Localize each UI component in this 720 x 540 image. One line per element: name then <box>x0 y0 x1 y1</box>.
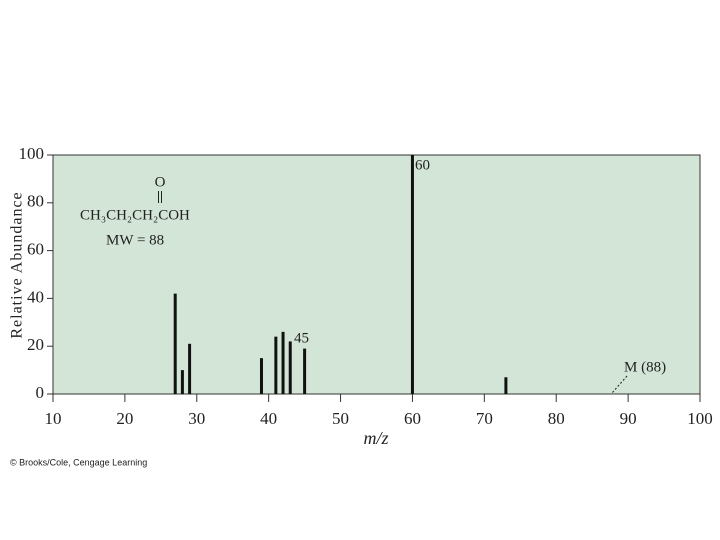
peak <box>173 293 177 394</box>
x-tick-label: 100 <box>687 409 713 428</box>
peak <box>504 377 508 394</box>
credit: © Brooks/Cole, Cengage Learning <box>10 457 147 467</box>
x-tick-label: 10 <box>45 409 62 428</box>
x-tick-label: 80 <box>548 409 565 428</box>
peak <box>410 155 414 394</box>
y-tick-label: 20 <box>27 335 44 354</box>
x-axis-label: m/z <box>363 428 388 448</box>
x-tick-label: 90 <box>620 409 637 428</box>
annotation: 45 <box>294 330 309 346</box>
annotation: 60 <box>415 157 430 173</box>
y-tick-label: 0 <box>36 383 45 402</box>
x-tick-label: 70 <box>476 409 493 428</box>
peak <box>188 343 192 394</box>
formula: CH₃CH₂CH₂COH <box>80 207 190 223</box>
x-tick-label: 40 <box>260 409 277 428</box>
peak <box>274 336 278 394</box>
x-tick-label: 20 <box>116 409 133 428</box>
peak <box>281 331 285 394</box>
y-tick-label: 40 <box>27 287 44 306</box>
x-tick-label: 30 <box>188 409 205 428</box>
plot-area <box>52 154 701 395</box>
y-axis-label: Relative Abundance <box>9 191 26 338</box>
x-tick-label: 50 <box>332 409 349 428</box>
molecular-weight: MW = 88 <box>106 232 164 248</box>
peak <box>259 358 263 394</box>
peak <box>303 348 307 394</box>
peak <box>180 370 184 394</box>
peak <box>288 341 292 394</box>
carbonyl-o: O <box>155 174 166 190</box>
x-tick-label: 60 <box>404 409 421 428</box>
y-tick-label: 100 <box>19 144 45 163</box>
annotation: M (88) <box>624 359 666 375</box>
y-tick-label: 80 <box>27 192 44 211</box>
y-tick-label: 60 <box>27 240 44 259</box>
